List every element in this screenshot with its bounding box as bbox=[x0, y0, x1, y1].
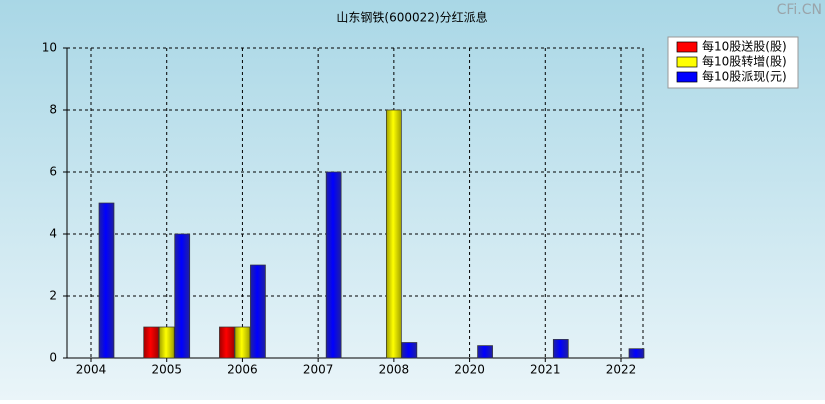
bar bbox=[234, 326, 251, 359]
bar bbox=[401, 342, 418, 359]
x-tick-label: 2004 bbox=[76, 363, 107, 377]
bar bbox=[477, 345, 493, 359]
bar bbox=[386, 109, 402, 359]
x-tick-label: 2006 bbox=[227, 363, 258, 377]
legend-swatch bbox=[676, 71, 698, 83]
legend-label: 每10股送股(股) bbox=[702, 39, 787, 54]
y-tick-label: 8 bbox=[49, 103, 57, 117]
bar bbox=[158, 326, 175, 359]
x-tick-label: 2020 bbox=[454, 363, 485, 377]
watermark: CFi.CN bbox=[777, 2, 822, 18]
y-tick-label: 2 bbox=[49, 289, 57, 303]
bar bbox=[98, 202, 115, 359]
x-tick-label: 2022 bbox=[606, 363, 637, 377]
legend-swatch bbox=[676, 41, 698, 53]
x-tick-label: 2008 bbox=[379, 363, 410, 377]
x-tick-label: 2005 bbox=[151, 363, 182, 377]
bar bbox=[219, 326, 235, 359]
y-tick-label: 10 bbox=[42, 41, 57, 55]
y-tick-label: 4 bbox=[49, 227, 57, 241]
x-tick-label: 2007 bbox=[303, 363, 334, 377]
legend-label: 每10股转增(股) bbox=[702, 54, 787, 69]
bar bbox=[143, 326, 160, 359]
chart-title: 山东钢铁(600022)分红派息 bbox=[336, 10, 487, 25]
bar bbox=[325, 171, 342, 359]
legend-swatch bbox=[676, 56, 698, 68]
x-tick-label: 2021 bbox=[530, 363, 561, 377]
y-tick-label: 0 bbox=[49, 351, 57, 365]
bar bbox=[552, 339, 569, 359]
bar bbox=[250, 264, 266, 359]
y-tick-label: 6 bbox=[49, 165, 57, 179]
bar bbox=[628, 348, 645, 359]
bar bbox=[174, 233, 191, 359]
legend-label: 每10股派现(元) bbox=[702, 69, 787, 84]
